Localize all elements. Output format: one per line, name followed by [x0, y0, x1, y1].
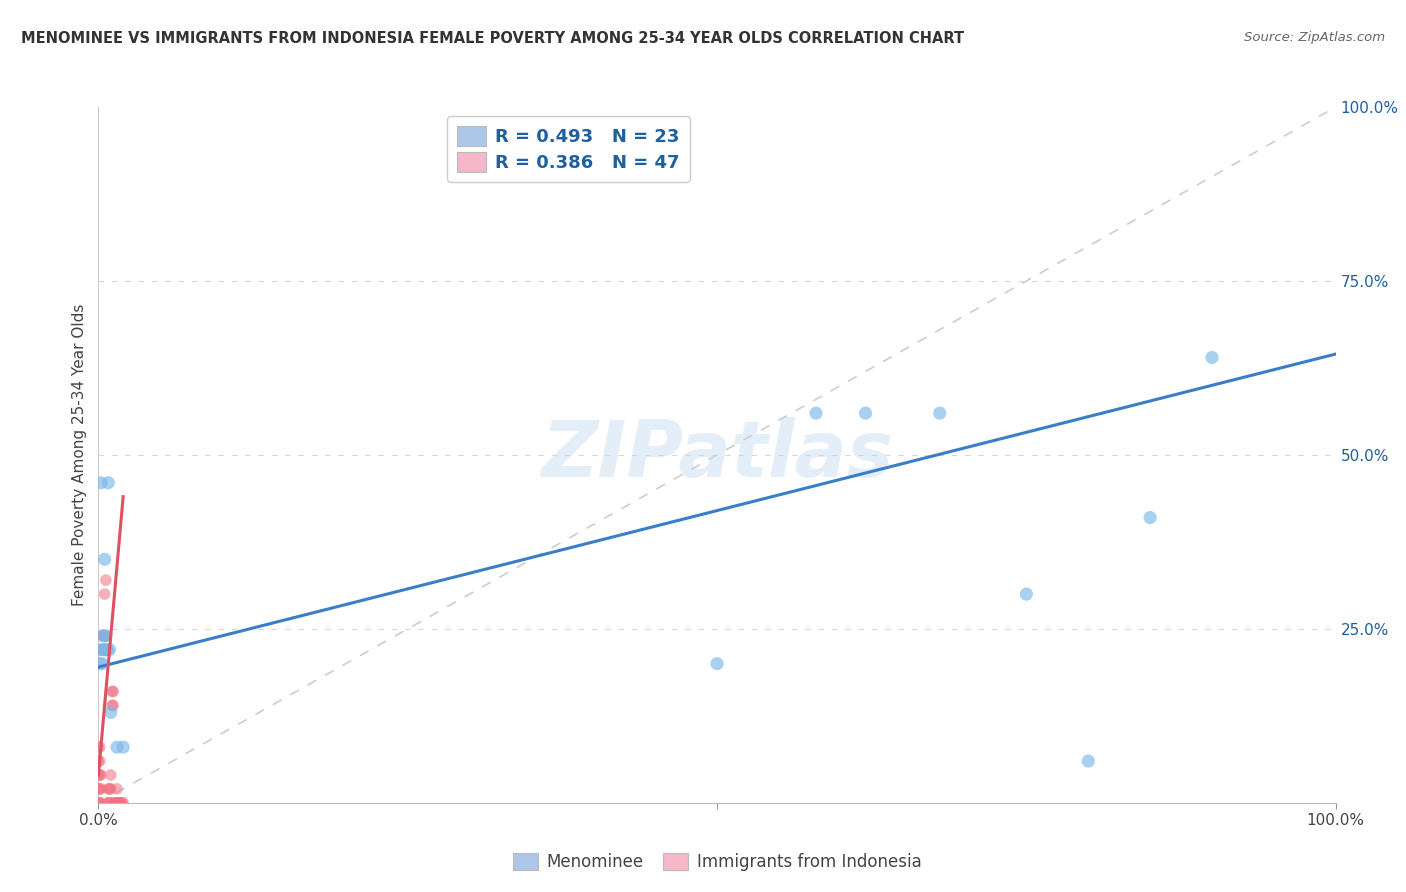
Point — [93, 629, 115, 643]
Point — [93, 642, 115, 657]
Text: ZIPatlas: ZIPatlas — [541, 417, 893, 493]
Point — [103, 796, 125, 810]
Point — [90, 475, 112, 490]
Point — [93, 587, 115, 601]
Y-axis label: Female Poverty Among 25-34 Year Olds: Female Poverty Among 25-34 Year Olds — [72, 304, 87, 606]
Point — [1015, 587, 1038, 601]
Point — [98, 796, 121, 810]
Point — [89, 768, 111, 782]
Point — [89, 642, 111, 657]
Point — [101, 698, 124, 713]
Point — [91, 629, 114, 643]
Point — [804, 406, 827, 420]
Point — [706, 657, 728, 671]
Point — [855, 406, 877, 420]
Point — [93, 642, 115, 657]
Point — [103, 698, 125, 713]
Point — [89, 740, 111, 755]
Point — [97, 781, 120, 796]
Point — [90, 768, 112, 782]
Point — [91, 657, 114, 671]
Point — [89, 657, 111, 671]
Point — [94, 629, 117, 643]
Point — [87, 796, 110, 810]
Point — [93, 642, 115, 657]
Point — [107, 796, 129, 810]
Point — [110, 796, 132, 810]
Point — [1077, 754, 1099, 768]
Point — [928, 406, 950, 420]
Point — [89, 754, 111, 768]
Point — [94, 629, 117, 643]
Point — [103, 684, 125, 698]
Point — [93, 629, 115, 643]
Point — [91, 642, 114, 657]
Point — [1139, 510, 1161, 524]
Text: Source: ZipAtlas.com: Source: ZipAtlas.com — [1244, 31, 1385, 45]
Point — [1201, 351, 1223, 365]
Point — [96, 642, 118, 657]
Point — [94, 642, 117, 657]
Point — [97, 796, 120, 810]
Text: MENOMINEE VS IMMIGRANTS FROM INDONESIA FEMALE POVERTY AMONG 25-34 YEAR OLDS CORR: MENOMINEE VS IMMIGRANTS FROM INDONESIA F… — [21, 31, 965, 46]
Point — [93, 629, 115, 643]
Point — [105, 781, 128, 796]
Point — [94, 573, 117, 587]
Point — [93, 642, 115, 657]
Point — [100, 781, 122, 796]
Legend: Menominee, Immigrants from Indonesia: Menominee, Immigrants from Indonesia — [506, 847, 928, 878]
Point — [87, 740, 110, 755]
Point — [87, 754, 110, 768]
Point — [101, 684, 124, 698]
Point — [105, 796, 128, 810]
Point — [112, 740, 135, 755]
Point — [93, 642, 115, 657]
Point — [108, 796, 131, 810]
Point — [87, 768, 110, 782]
Point — [98, 642, 121, 657]
Point — [90, 781, 112, 796]
Point — [93, 552, 115, 566]
Point — [87, 781, 110, 796]
Point — [100, 796, 122, 810]
Point — [105, 740, 128, 755]
Point — [97, 475, 120, 490]
Point — [98, 781, 121, 796]
Point — [89, 796, 111, 810]
Point — [104, 796, 127, 810]
Point — [111, 796, 134, 810]
Point — [100, 706, 122, 720]
Point — [90, 796, 112, 810]
Point — [91, 642, 114, 657]
Point — [89, 781, 111, 796]
Point — [96, 642, 118, 657]
Point — [112, 796, 135, 810]
Point — [100, 768, 122, 782]
